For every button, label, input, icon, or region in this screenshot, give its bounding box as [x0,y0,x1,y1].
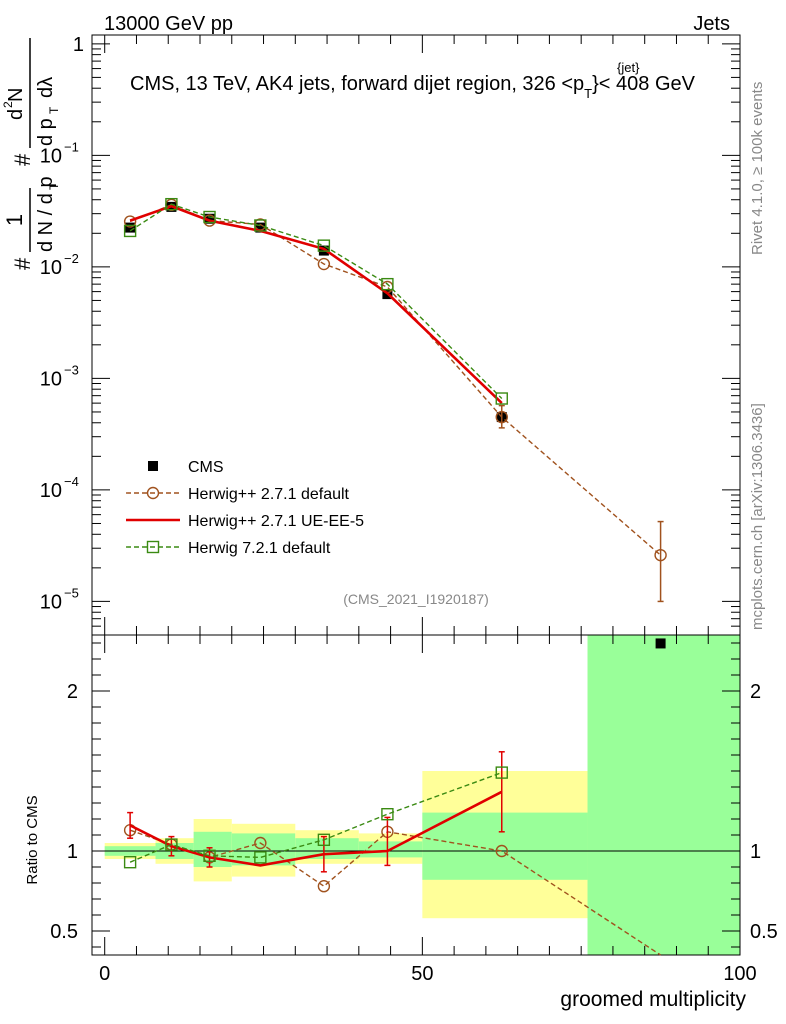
legend-item: Herwig 7.2.1 default [126,540,331,557]
y-tick-label-exponent: −2 [64,251,79,266]
svg-text:d: d [5,109,27,120]
ratio-y-tick-label: 2 [67,681,78,703]
y-axis-label-main: # 1 d N / d p # d 2 N d p T dλ T [1,38,61,270]
legend-label: Herwig 7.2.1 default [188,540,331,557]
plot-title: CMS, 13 TeV, AK4 jets, forward dijet reg… [130,60,696,101]
series-herwig-7-2-1-default [123,197,508,405]
svg-text:CMS, 13 TeV, AK4 jets, forward: CMS, 13 TeV, AK4 jets, forward dijet reg… [130,73,696,101]
y-tick-label: 10 [40,480,62,502]
y-tick-label: 10 [40,257,62,279]
ratio-band-green [587,635,740,955]
data-point [254,219,267,232]
data-point [165,838,178,851]
x-tick-label: 100 [723,963,756,985]
header-right: Jets [693,13,730,35]
data-point [495,844,508,858]
svg-text:T: T [47,182,61,190]
data-point [317,257,331,271]
svg-text:N: N [5,88,27,102]
ratio-y-tick-label: 1 [67,841,78,863]
y-tick-label-exponent: −4 [64,474,79,489]
data-point [317,239,331,252]
data-point [495,766,508,779]
main-series [123,197,667,649]
legend-item: CMS [148,459,224,476]
data-point [495,392,508,405]
ratio-y-tick-label-right: 1 [750,841,761,863]
svg-text:#: # [10,153,35,166]
series-herwig-2-7-1-ue-ee-5 [127,751,505,873]
legend-marker [148,461,158,471]
y-axis-label-ratio: Ratio to CMS [24,795,41,884]
data-point [123,224,137,238]
ratio-series [123,751,661,956]
svg-text:1: 1 [2,214,27,226]
mcplots-label: mcplots.cern.ch [arXiv:1306.3436] [749,403,766,630]
legend-item: Herwig++ 2.7.1 UE-EE-5 [126,513,364,530]
data-point [203,210,216,224]
legend-label: Herwig++ 2.7.1 default [188,486,350,503]
legend-marker [146,486,160,500]
y-tick-label-exponent: −3 [64,362,79,377]
data-point [381,277,394,291]
y-tick-label: 1 [73,34,84,56]
legend: CMS Herwig++ 2.7.1 default Herwig++ 2.7.1 … [126,459,364,557]
y-tick-label: 10 [40,368,62,390]
ratio-y-tick-label-right: 0.5 [750,921,778,943]
data-point [165,197,178,211]
data-point [254,851,267,864]
svg-text:T: T [47,106,61,114]
data-point [495,410,508,424]
data-point [654,548,667,562]
series-line [129,771,503,863]
legend-marker [146,540,160,554]
data-point [254,836,267,850]
legend-item: Herwig++ 2.7.1 default [126,486,350,503]
x-axis-label: groomed multiplicity [560,988,746,1011]
plot-title-superscript: {jet} [617,60,640,75]
legend-label: Herwig++ 2.7.1 UE-EE-5 [188,513,364,530]
y-tick-label-exponent: −1 [64,139,79,154]
ratio-bands [104,635,740,955]
x-tick-label: 0 [99,963,110,985]
series-herwig-2-7-1-ue-ee-5 [129,204,503,405]
ratio-frame [91,634,741,956]
y-tick-label-exponent: −5 [64,585,79,600]
data-point [123,856,137,869]
series-line [129,204,503,405]
data-point [317,880,331,893]
series-line [129,203,503,399]
rivet-version-label: Rivet 4.1.0, ≥ 100k events [749,82,766,255]
data-point [203,849,216,862]
svg-text:d N / d p: d N / d p [35,176,57,252]
x-tick-label: 50 [411,963,433,985]
data-point [123,215,137,228]
svg-text:d p: d p [35,118,57,146]
y-tick-label: 10 [40,591,62,613]
data-point [655,638,666,649]
y-tick-label: 10 [40,145,62,167]
data-point [381,808,394,821]
svg-text:#: # [10,257,35,270]
ratio-y-tick-label: 0.5 [50,921,78,943]
ratio-band-green [295,838,359,859]
data-point [317,833,331,846]
series-cms [125,201,666,649]
svg-text:2: 2 [1,101,15,108]
svg-text:dλ: dλ [35,77,57,98]
ratio-y-tick-label-right: 2 [750,681,761,703]
series-herwig-7-2-1-default [123,766,508,869]
analysis-id-watermark: (CMS_2021_I1920187) [343,591,489,607]
legend-label: CMS [188,459,224,476]
data-point [204,213,215,224]
header-left: 13000 GeV pp [104,13,233,35]
data-point [255,222,266,233]
